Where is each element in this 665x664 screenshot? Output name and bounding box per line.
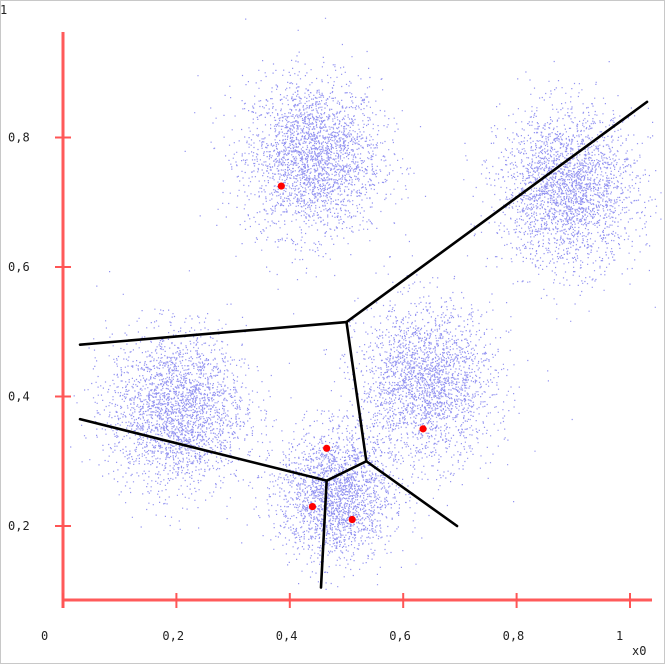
centroid-4 bbox=[348, 515, 356, 524]
scatter-point-cloud bbox=[463, 60, 662, 322]
cluster-1-points bbox=[184, 17, 427, 315]
centroid-2 bbox=[323, 444, 331, 452]
scatter-point-cloud bbox=[323, 255, 573, 517]
y-tick-label: 0,6 bbox=[8, 260, 30, 274]
axes bbox=[61, 32, 652, 608]
axis-ticks: 0 0,2 0,4 0,6 0,8 1 0,2 0,4 0,6 0,8 bbox=[8, 131, 631, 643]
x-tick-label: 0 bbox=[41, 629, 48, 643]
cluster-centroids bbox=[277, 182, 427, 524]
boundary-segment-5 bbox=[325, 459, 368, 482]
x-tick-label: 0,4 bbox=[276, 629, 298, 643]
boundary-segment-3 bbox=[345, 320, 368, 463]
y-tick-label: 0,4 bbox=[8, 390, 30, 404]
x-tick-label: 0,8 bbox=[503, 629, 525, 643]
x-tick-label: 0,6 bbox=[389, 629, 411, 643]
boundary-segment-7 bbox=[319, 479, 328, 589]
scatter-point-cloud bbox=[70, 243, 290, 530]
y-axis-corner-label: 1 bbox=[0, 3, 7, 17]
centroid-5 bbox=[419, 425, 427, 433]
scatter-points bbox=[70, 17, 662, 590]
cluster-2-points bbox=[463, 60, 662, 322]
boundary-segment-6 bbox=[365, 459, 459, 528]
x-tick-label: 0,2 bbox=[162, 629, 184, 643]
boundary-segment-4 bbox=[78, 417, 328, 482]
voronoi-boundaries bbox=[78, 100, 649, 589]
centroid-1 bbox=[277, 182, 285, 190]
cluster-3-points bbox=[70, 243, 290, 530]
centroid-3 bbox=[308, 502, 317, 511]
y-tick-label: 0,8 bbox=[8, 131, 30, 145]
cluster-5-points bbox=[239, 354, 430, 590]
cluster-4-points bbox=[323, 255, 573, 517]
x-axis-corner-label: x0 bbox=[632, 644, 646, 658]
x-tick-label: 1 bbox=[616, 629, 623, 643]
boundary-segment-2 bbox=[345, 100, 649, 324]
y-tick-label: 0,2 bbox=[8, 519, 30, 533]
scatter-point-cloud bbox=[184, 17, 427, 315]
boundary-segment-1 bbox=[78, 320, 348, 347]
scatter-point-cloud bbox=[239, 354, 430, 590]
